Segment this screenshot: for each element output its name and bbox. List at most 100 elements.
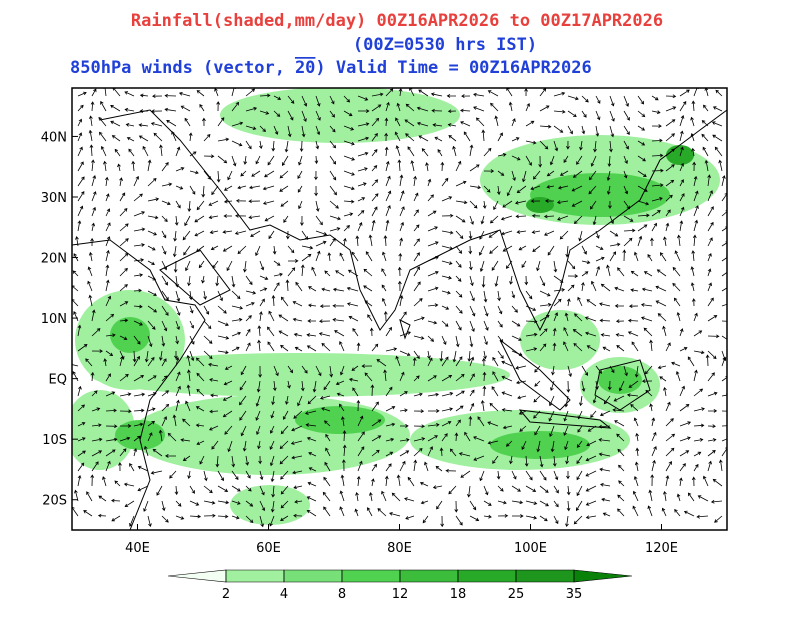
wind-arrow bbox=[90, 237, 94, 247]
wind-arrow bbox=[174, 215, 179, 226]
wind-arrow bbox=[280, 425, 289, 435]
y-tick-label: 30N bbox=[41, 191, 67, 206]
wind-arrow bbox=[307, 319, 316, 323]
wind-arrow bbox=[287, 110, 294, 121]
wind-arrow bbox=[175, 200, 181, 209]
wind-arrow bbox=[427, 409, 440, 413]
wind-arrow bbox=[304, 410, 317, 415]
wind-arrow bbox=[105, 313, 115, 322]
wind-arrow bbox=[217, 290, 223, 302]
wind-arrow bbox=[103, 160, 107, 172]
wind-arrow bbox=[224, 365, 233, 370]
wind-arrow bbox=[413, 266, 420, 277]
wind-arrow bbox=[222, 395, 233, 401]
wind-arrow bbox=[203, 170, 212, 180]
wind-arrow bbox=[105, 373, 111, 382]
wind-arrow bbox=[602, 346, 611, 352]
wind-arrow bbox=[147, 177, 157, 187]
wind-arrow bbox=[199, 103, 205, 112]
wind-arrow bbox=[550, 380, 555, 392]
wind-arrow bbox=[525, 470, 533, 481]
wind-arrow bbox=[441, 196, 453, 202]
wind-arrow bbox=[447, 109, 457, 114]
wind-arrow bbox=[356, 342, 361, 352]
wind-arrow bbox=[357, 197, 366, 202]
wind-arrow bbox=[427, 320, 438, 325]
wind-arrow bbox=[251, 170, 261, 177]
wind-arrow bbox=[405, 133, 415, 142]
wind-arrow bbox=[693, 219, 699, 232]
wind-arrow bbox=[397, 266, 402, 277]
wind-arrow bbox=[217, 137, 230, 142]
wind-arrow bbox=[133, 227, 146, 232]
wind-arrow bbox=[712, 106, 723, 112]
wind-arrow bbox=[437, 149, 443, 157]
wind-arrow bbox=[630, 270, 639, 277]
wind-arrow bbox=[180, 105, 191, 112]
wind-arrow bbox=[473, 106, 485, 112]
wind-arrow bbox=[573, 515, 583, 525]
wind-arrow bbox=[497, 290, 501, 302]
wind-arrow bbox=[223, 380, 233, 386]
wind-arrow bbox=[525, 102, 530, 112]
wind-arrow bbox=[651, 431, 657, 442]
wind-arrow bbox=[693, 312, 698, 322]
wind-arrow bbox=[553, 500, 559, 508]
wind-arrow bbox=[455, 373, 465, 382]
wind-arrow bbox=[105, 424, 118, 429]
wind-arrow bbox=[117, 163, 121, 172]
wind-arrow bbox=[91, 437, 103, 442]
wind-arrow bbox=[273, 260, 281, 266]
wind-arrow bbox=[371, 419, 382, 427]
wind-arrow bbox=[609, 215, 614, 225]
wind-arrow bbox=[395, 117, 401, 127]
wind-arrow bbox=[245, 500, 254, 507]
wind-arrow bbox=[479, 260, 485, 272]
wind-arrow bbox=[585, 515, 597, 520]
wind-arrow bbox=[511, 155, 521, 161]
wind-arrow bbox=[518, 410, 527, 415]
wind-arrow bbox=[209, 409, 219, 414]
wind-arrow bbox=[581, 95, 589, 103]
wind-arrow bbox=[85, 358, 93, 367]
wind-arrow bbox=[150, 122, 163, 127]
wind-arrow bbox=[494, 115, 499, 127]
wind-arrow bbox=[161, 245, 167, 255]
title-line3-right: ) Valid Time = 00Z16APR2026 bbox=[315, 58, 591, 78]
wind-arrow bbox=[565, 245, 570, 258]
colorbar-segment bbox=[283, 569, 343, 583]
wind-arrow bbox=[511, 350, 523, 356]
wind-arrow bbox=[665, 461, 672, 472]
wind-arrow bbox=[175, 385, 181, 397]
wind-arrow bbox=[546, 170, 555, 177]
wind-arrow bbox=[440, 515, 445, 528]
wind-arrow bbox=[164, 93, 177, 98]
wind-arrow bbox=[618, 480, 625, 487]
wind-arrow bbox=[147, 356, 155, 367]
wind-arrow bbox=[235, 213, 247, 218]
wind-arrow bbox=[679, 328, 684, 337]
wind-arrow bbox=[357, 151, 369, 157]
wind-arrow bbox=[133, 175, 139, 187]
wind-arrow bbox=[319, 319, 331, 324]
wind-arrow bbox=[672, 282, 681, 292]
wind-arrow bbox=[566, 471, 570, 480]
wind-arrow bbox=[623, 140, 629, 150]
wind-arrow bbox=[502, 425, 513, 430]
wind-arrow bbox=[511, 500, 524, 505]
wind-arrow bbox=[195, 406, 205, 412]
wind-arrow bbox=[413, 335, 425, 340]
wind-arrow bbox=[124, 107, 135, 112]
wind-arrow bbox=[369, 492, 373, 502]
wind-arrow bbox=[262, 185, 275, 191]
wind-arrow bbox=[338, 403, 345, 412]
wind-arrow bbox=[707, 460, 712, 472]
wind-arrow bbox=[674, 250, 681, 262]
wind-arrow bbox=[203, 513, 216, 518]
wind-arrow bbox=[576, 470, 583, 481]
wind-arrow bbox=[300, 380, 305, 392]
wind-arrow bbox=[539, 470, 547, 481]
wind-arrow bbox=[90, 474, 95, 487]
wind-arrow bbox=[511, 320, 521, 327]
wind-arrow bbox=[413, 252, 420, 262]
